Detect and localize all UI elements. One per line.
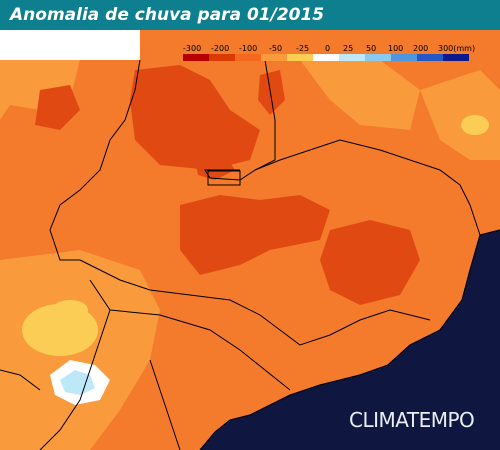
map-title: Anomalia de chuva para 01/2015 — [0, 0, 500, 30]
region-strong-e — [320, 220, 420, 305]
capital-box — [207, 170, 241, 186]
region-strong-c — [180, 195, 330, 275]
map-legend: -300 -200 -100 -50 -25 0 25 50 100 200 3… — [183, 43, 475, 63]
legend-label: 50 — [366, 44, 377, 53]
legend-label: -25 — [296, 44, 310, 53]
legend-swatch — [235, 54, 261, 61]
legend-label: -100 — [239, 44, 258, 53]
legend-swatch — [183, 54, 209, 61]
region-moderate-n — [300, 60, 420, 130]
coastline — [199, 229, 500, 450]
legend-swatch — [287, 54, 313, 61]
no-data-top — [0, 30, 140, 60]
legend-swatch — [209, 54, 235, 61]
legend-label: -300 — [183, 44, 202, 53]
climatempo-logo: CLIMATEMPO — [349, 408, 475, 432]
legend-swatch — [391, 54, 417, 61]
legend-swatch — [261, 54, 287, 61]
legend-label: -200 — [211, 44, 230, 53]
legend-label: 100 — [388, 44, 404, 53]
region-strong-small — [195, 155, 235, 180]
legend-swatch — [339, 54, 365, 61]
region-near-normal-ne — [461, 115, 489, 135]
legend-label: 200 — [413, 44, 429, 53]
region-strong-n — [130, 65, 260, 170]
ocean — [200, 230, 500, 450]
region-near-normal-sw2 — [52, 300, 88, 320]
legend-label: 300(mm) — [438, 44, 476, 53]
region-moderate-ne — [420, 70, 500, 160]
legend-label: 0 — [325, 44, 331, 53]
legend-color-bar — [183, 54, 469, 61]
region-strong-nn — [258, 70, 285, 115]
legend-swatch — [417, 54, 443, 61]
legend-swatch — [443, 54, 469, 61]
anomaly-map — [0, 30, 500, 450]
legend-label: -50 — [269, 44, 283, 53]
legend-label: 25 — [343, 44, 354, 53]
region-positive — [60, 370, 95, 395]
borders — [0, 59, 481, 450]
legend-labels: -300 -200 -100 -50 -25 0 25 50 100 200 3… — [183, 43, 475, 54]
legend-swatch — [365, 54, 391, 61]
map-area: -300 -200 -100 -50 -25 0 25 50 100 200 3… — [0, 30, 500, 450]
region-strong-nw — [35, 85, 80, 130]
legend-swatch — [313, 54, 339, 61]
